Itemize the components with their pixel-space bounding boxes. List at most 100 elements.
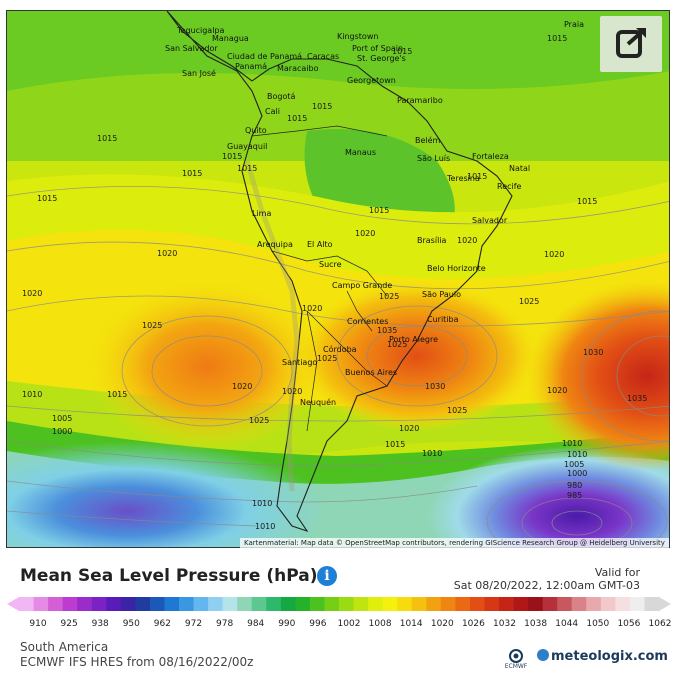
color-scale-cell bbox=[513, 597, 529, 611]
isobar-label: 1010 bbox=[567, 450, 587, 459]
scale-left-arrow bbox=[7, 597, 19, 611]
city-label: Tegucigalpa bbox=[176, 26, 225, 35]
isobar-label: 1015 bbox=[547, 34, 567, 43]
city-label: Brasília bbox=[417, 236, 447, 245]
city-label: Salvador bbox=[472, 216, 508, 225]
scale-tick-label: 950 bbox=[122, 619, 140, 629]
scale-tick-label: 984 bbox=[247, 619, 265, 629]
isobar-label: 1015 bbox=[467, 172, 487, 181]
city-label: Maracaibo bbox=[277, 64, 319, 73]
city-label: Port of Spain bbox=[352, 44, 403, 53]
isobar-label: 1010 bbox=[422, 449, 442, 458]
isobar-label: 1010 bbox=[562, 439, 582, 448]
color-scale-cell bbox=[135, 597, 151, 611]
scale-tick-label: 972 bbox=[184, 619, 203, 629]
isobar-label: 1020 bbox=[399, 424, 419, 433]
ecmwf-logo: ECMWF bbox=[500, 648, 532, 670]
city-label: Curitiba bbox=[427, 315, 459, 324]
color-scale-cell bbox=[368, 597, 384, 611]
scale-tick-label: 1014 bbox=[399, 619, 423, 629]
city-label: Recife bbox=[497, 182, 522, 191]
color-scale-cell bbox=[339, 597, 355, 611]
color-scale-cell bbox=[149, 597, 165, 611]
isobar-label: 1015 bbox=[97, 134, 117, 143]
globe-icon bbox=[537, 649, 549, 661]
info-icon[interactable]: i bbox=[317, 566, 337, 586]
scale-tick-label: 1044 bbox=[555, 619, 579, 629]
color-scale-cell bbox=[164, 597, 180, 611]
city-label: Sucre bbox=[319, 260, 342, 269]
color-scale-cell bbox=[397, 597, 413, 611]
isobar-label: 1020 bbox=[355, 229, 375, 238]
color-scale-cell bbox=[251, 597, 267, 611]
brand-name: meteologix.com bbox=[551, 649, 668, 664]
color-scale-cell bbox=[91, 597, 107, 611]
valid-time[interactable]: Sat 08/20/2022, 12:00am GMT-03 bbox=[453, 579, 640, 592]
isobar-label: 1015 bbox=[107, 390, 127, 399]
isobar-label: 1010 bbox=[252, 499, 272, 508]
isobar-label: 1015 bbox=[182, 169, 202, 178]
color-scale-cell bbox=[571, 597, 587, 611]
city-label: Cali bbox=[265, 107, 280, 116]
scale-tick-label: 990 bbox=[278, 619, 296, 629]
color-scale-cell bbox=[324, 597, 340, 611]
city-label: Praia bbox=[564, 20, 584, 29]
scale-tick-label: 1062 bbox=[648, 619, 672, 629]
city-label: Santiago bbox=[282, 358, 317, 367]
color-scale-cell bbox=[600, 597, 616, 611]
color-scale-cell bbox=[469, 597, 485, 611]
pressure-fill bbox=[7, 11, 669, 547]
city-label: Managua bbox=[212, 34, 249, 43]
city-label: Bogotá bbox=[267, 92, 295, 101]
city-labels: Tegucigalpa San Salvador Managua Ciudad … bbox=[165, 20, 584, 407]
color-scale-cell bbox=[309, 597, 325, 611]
isobar-lines bbox=[7, 186, 669, 547]
isobar-label: 1025 bbox=[379, 292, 399, 301]
isobar-label: 1020 bbox=[302, 304, 322, 313]
color-scale-cell bbox=[542, 597, 558, 611]
color-scale-cell bbox=[499, 597, 515, 611]
brand-logo[interactable]: meteologix.com bbox=[537, 649, 668, 664]
scale-tick-label: 1056 bbox=[617, 619, 641, 629]
city-label: Panamá bbox=[235, 62, 267, 71]
scale-tick-label: 1002 bbox=[337, 619, 361, 629]
scale-tick-label: 962 bbox=[153, 619, 171, 629]
share-button[interactable] bbox=[600, 16, 662, 72]
isobar-label: 1015 bbox=[577, 197, 597, 206]
model-run-label[interactable]: ECMWF IFS HRES from 08/16/2022/00z bbox=[20, 655, 254, 669]
isobar-label: 1015 bbox=[237, 164, 257, 173]
color-scale-cell bbox=[644, 597, 660, 611]
city-label: El Alto bbox=[307, 240, 333, 249]
isobar-label: 1020 bbox=[282, 387, 302, 396]
color-scale-cell bbox=[208, 597, 224, 611]
city-label: San Salvador bbox=[165, 44, 218, 53]
color-scale-cell bbox=[106, 597, 122, 611]
city-label: Paramaribo bbox=[397, 96, 443, 105]
isobar-label: 1015 bbox=[287, 114, 307, 123]
pressure-map[interactable]: Tegucigalpa San Salvador Managua Ciudad … bbox=[6, 10, 670, 548]
isobar-label: 1010 bbox=[255, 522, 275, 531]
scale-tick-label: 1050 bbox=[586, 619, 610, 629]
isobar-label: 1025 bbox=[142, 321, 162, 330]
city-label: Caracas bbox=[307, 52, 339, 61]
isobar-label: 1025 bbox=[317, 354, 337, 363]
color-scale-cell bbox=[77, 597, 93, 611]
color-scale-bar bbox=[7, 597, 671, 611]
color-scale-cell bbox=[19, 597, 35, 611]
scale-tick-label: 1020 bbox=[430, 619, 454, 629]
color-scale-cell bbox=[629, 597, 645, 611]
color-scale-cell bbox=[179, 597, 195, 611]
isobar-label: 1030 bbox=[583, 348, 603, 357]
city-label: Córdoba bbox=[323, 344, 357, 354]
isobar-label: 1025 bbox=[519, 297, 539, 306]
map-attribution: Kartenmaterial: Map data © OpenStreetMap… bbox=[240, 538, 669, 548]
coastlines bbox=[166, 11, 513, 533]
city-label: Natal bbox=[509, 164, 530, 173]
scale-tick-label: 938 bbox=[91, 619, 109, 629]
city-label: Teresina bbox=[446, 174, 480, 183]
city-label: São Luís bbox=[417, 154, 450, 163]
isobar-labels: 1015 1015 1015 1015 1015 1015 1015 1015 … bbox=[22, 34, 647, 531]
isobar-label: 1000 bbox=[52, 427, 72, 436]
color-scale-cell bbox=[193, 597, 209, 611]
isobar-label: 1020 bbox=[232, 382, 252, 391]
